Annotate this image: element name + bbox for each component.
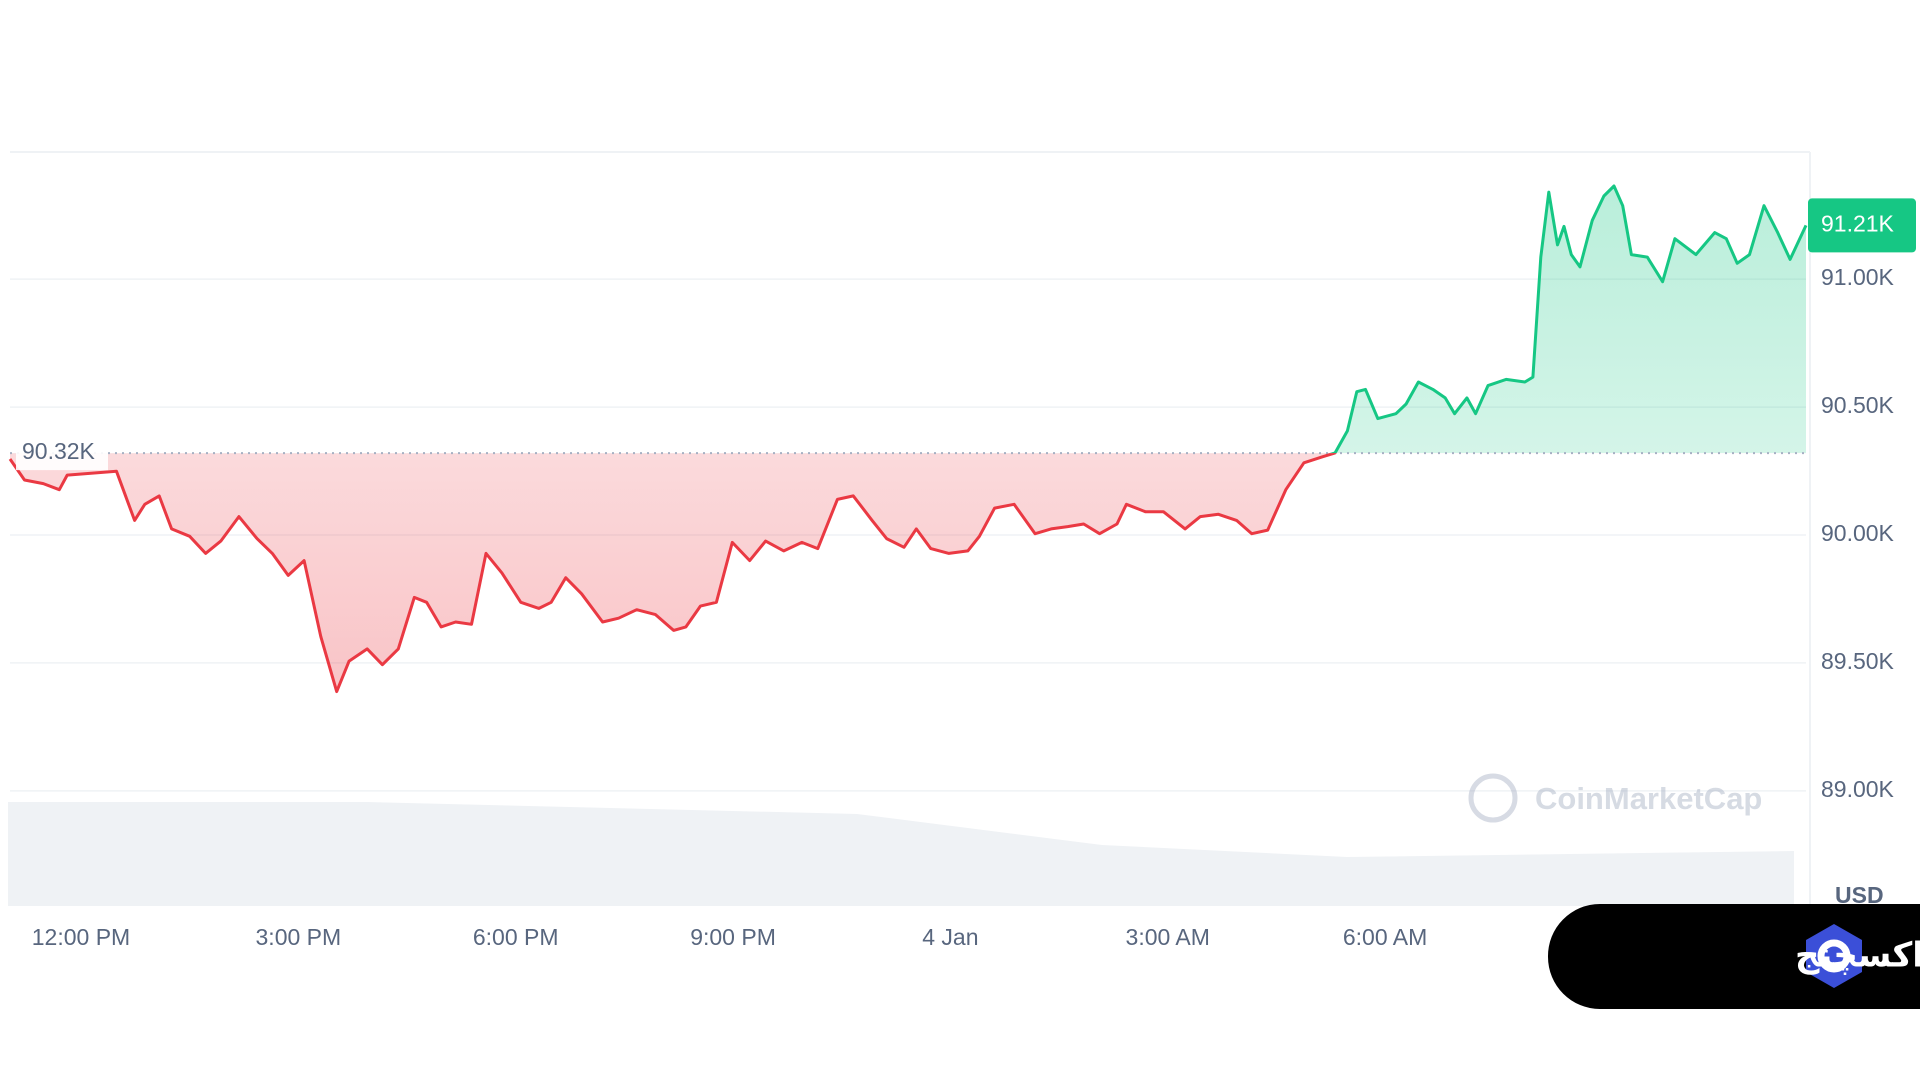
- badge-text: اوکی اکسچنج: [1795, 936, 1920, 976]
- area-down: [10, 453, 1335, 692]
- last-price-label: 91.21K: [1821, 210, 1895, 236]
- x-tick-label: 9:00 PM: [690, 924, 776, 950]
- x-tick-label: 12:00 PM: [32, 924, 130, 950]
- price-line-down: [8, 453, 1337, 694]
- watermark: CoinMarketCap: [1535, 781, 1762, 816]
- y-tick-label: 89.00K: [1821, 776, 1895, 802]
- watermark-group: CoinMarketCap: [1468, 773, 1762, 823]
- x-tick-label: 3:00 AM: [1126, 924, 1210, 950]
- badge-logo: [1806, 924, 1862, 988]
- last-price-box: [1808, 198, 1916, 253]
- y-tick-label: 90.00K: [1821, 520, 1895, 546]
- x-tick-label: 6:00 PM: [473, 924, 559, 950]
- x-tick-label: 4 Jan: [922, 924, 978, 950]
- y-axis-label: USD: [1835, 882, 1884, 908]
- watermark-logo: [1468, 773, 1518, 823]
- y-tick-label: 90.50K: [1821, 392, 1895, 418]
- baseline-label: 90.32K: [22, 438, 96, 464]
- baseline-label-bg: [16, 436, 108, 471]
- y-tick-label: 89.50K: [1821, 648, 1895, 674]
- y-tick-label: 91.00K: [1821, 264, 1895, 290]
- area-up: [10, 186, 1806, 454]
- x-tick-label: 3:00 PM: [256, 924, 342, 950]
- badge: اوکی اکسچنج: [1547, 904, 1920, 1009]
- plot: 90.32K: [8, 184, 1808, 694]
- price-line-up: [1329, 184, 1808, 454]
- badge-logo-ring: [1817, 939, 1851, 973]
- x-tick-label: 6:00 AM: [1343, 924, 1427, 950]
- volume-area: [8, 802, 1794, 906]
